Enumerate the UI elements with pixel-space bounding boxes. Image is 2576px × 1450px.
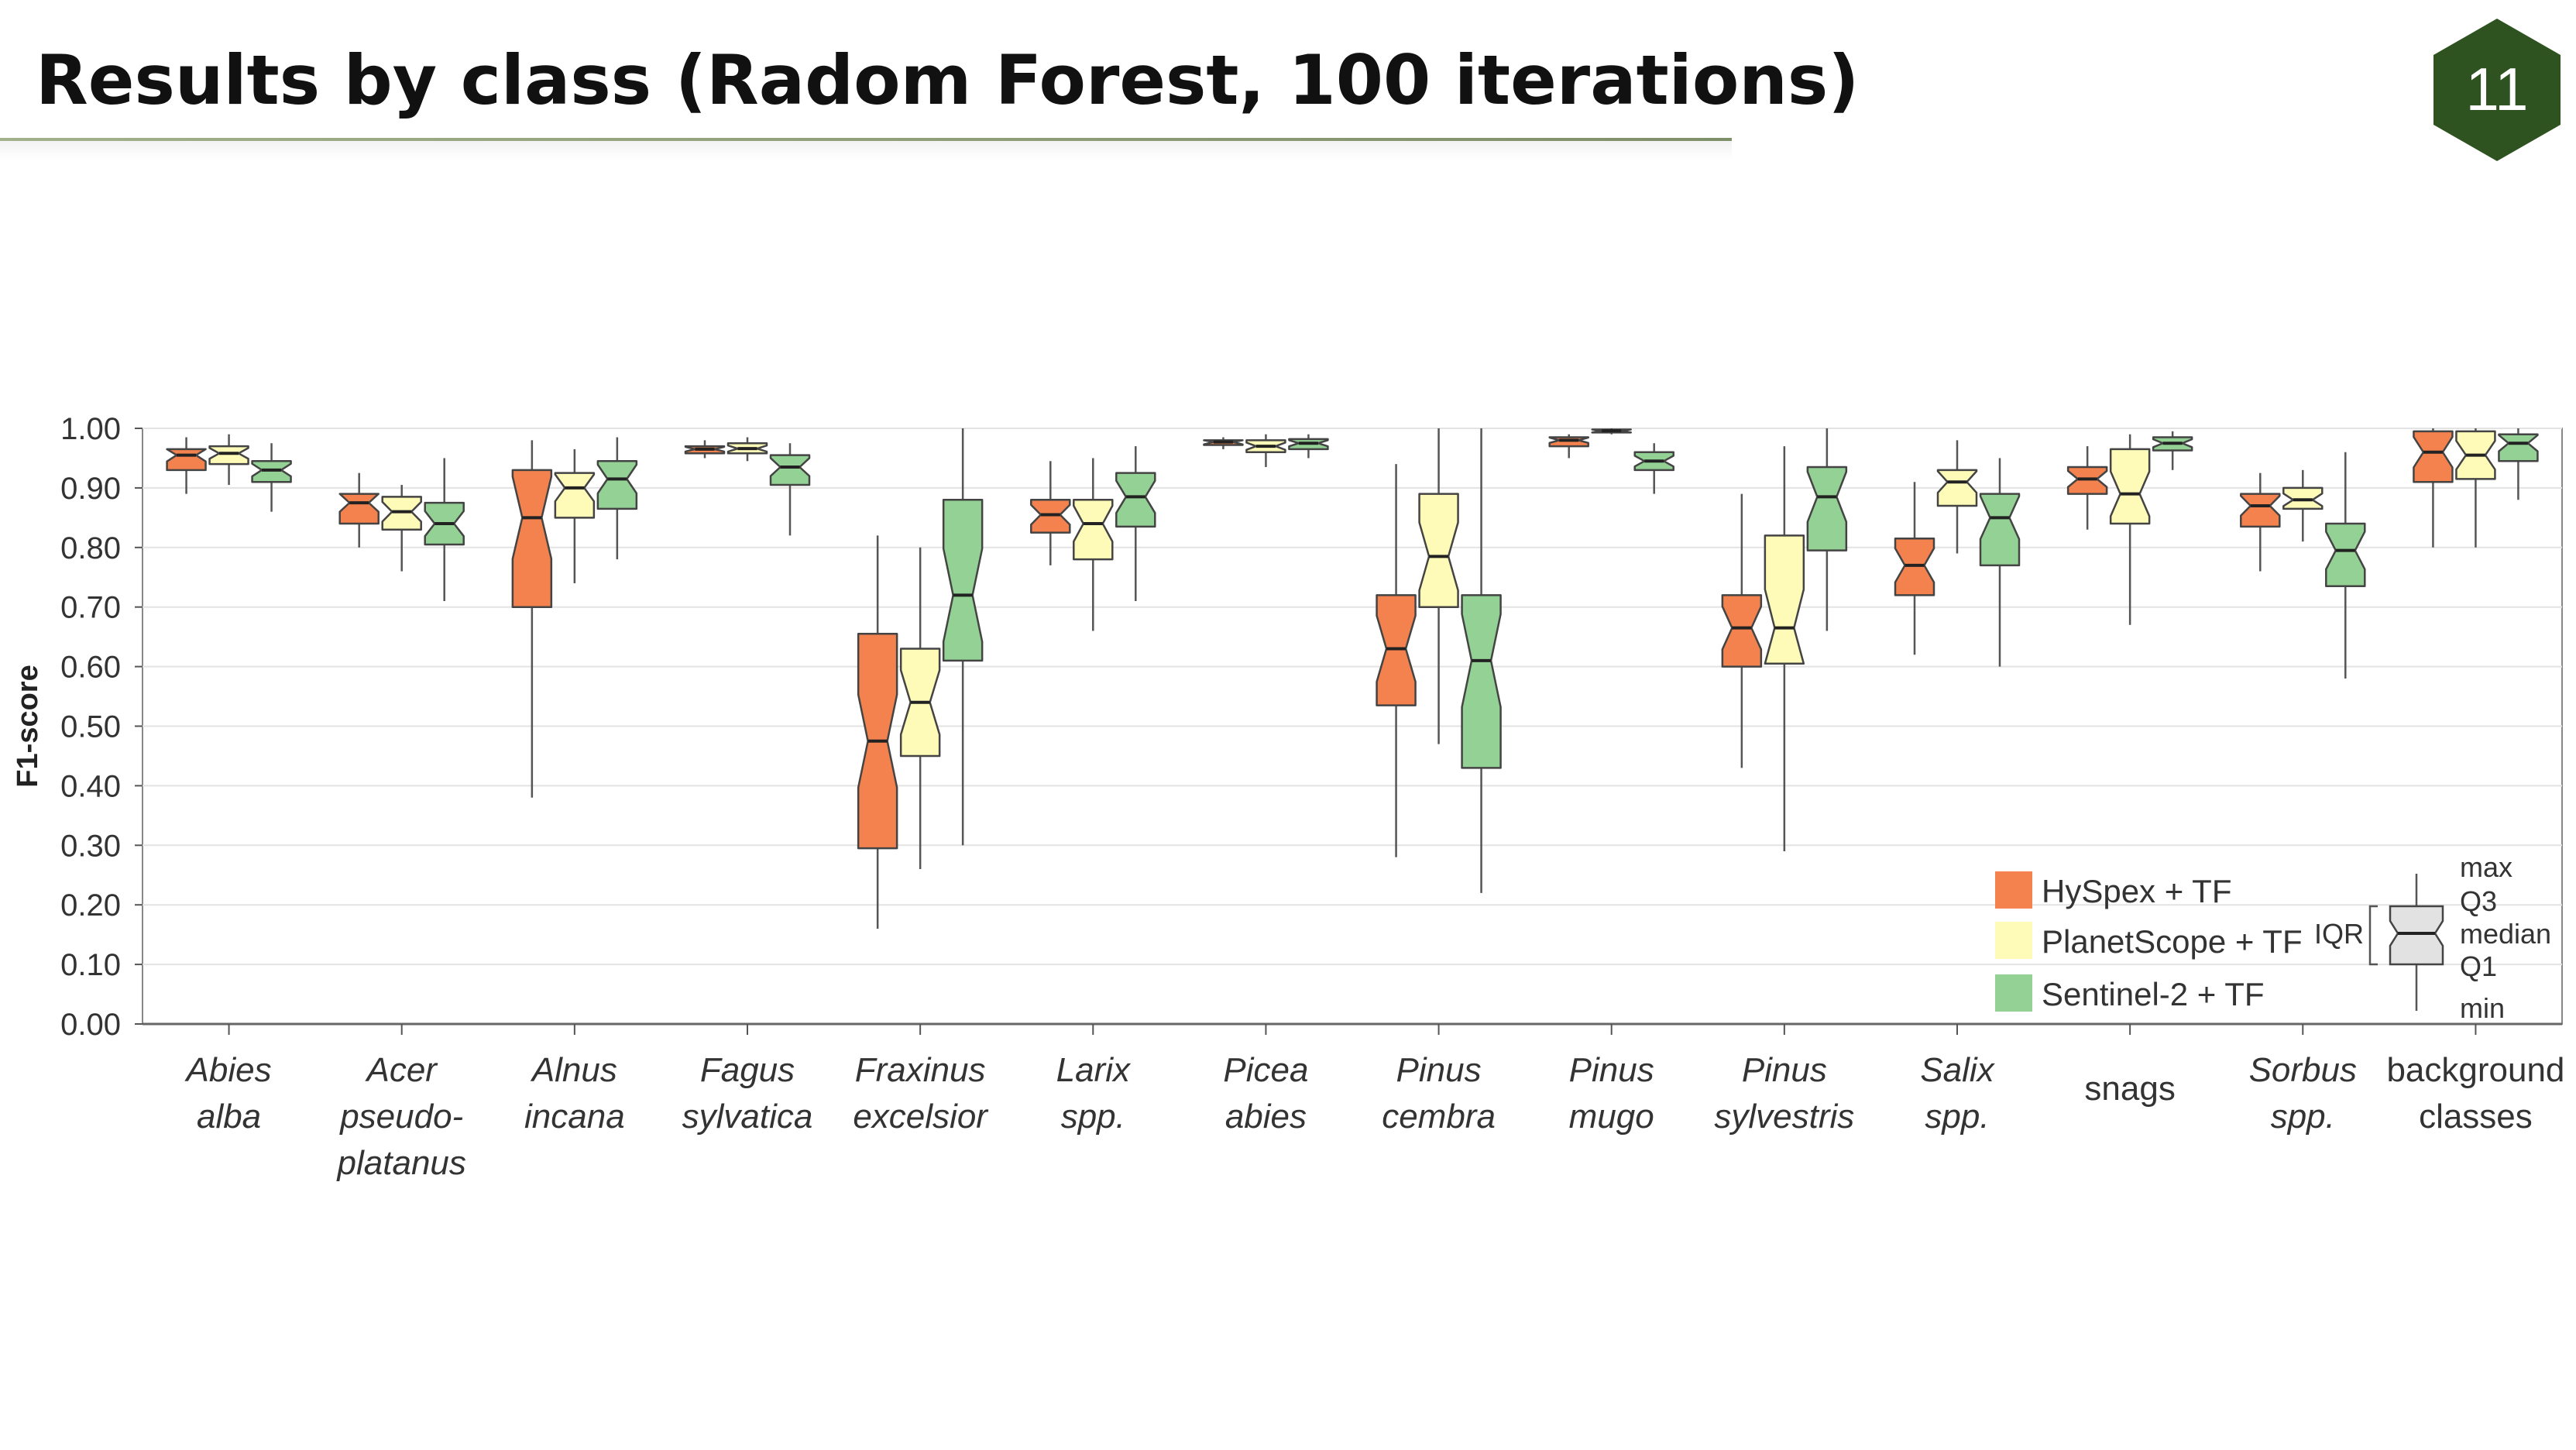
x-category-label: alba	[197, 1098, 261, 1136]
x-category-label: platanus	[336, 1144, 466, 1182]
x-category-label: Acer	[364, 1051, 438, 1089]
x-category-label: cembra	[1382, 1098, 1496, 1136]
key-label-q3: Q3	[2460, 885, 2497, 917]
x-category-label: snags	[2084, 1070, 2175, 1108]
x-category-label: mugo	[1569, 1098, 1654, 1136]
x-category-label: sylvatica	[682, 1098, 813, 1136]
box-1-box	[2109, 448, 2151, 525]
x-category-label: incana	[524, 1098, 625, 1136]
box-2-box	[1461, 594, 1502, 769]
box-1-box	[1936, 469, 1978, 507]
box-2-box	[2498, 433, 2539, 462]
y-tick-label: 0.60	[60, 651, 121, 685]
title-underline-shadow	[0, 141, 1732, 160]
x-category-label: Sorbus	[2249, 1051, 2357, 1089]
box-1-box	[208, 445, 249, 466]
box-2-box	[596, 460, 638, 510]
hexagon-shape	[2433, 19, 2561, 161]
key-label-max: max	[2460, 851, 2512, 883]
x-category-label: excelsior	[853, 1098, 989, 1136]
x-category-label: classes	[2419, 1098, 2533, 1136]
legend-label: PlanetScope + TF	[2042, 923, 2303, 960]
key-label-median: median	[2460, 918, 2551, 950]
key-label-min: min	[2460, 992, 2505, 1024]
box-2-box	[942, 499, 984, 662]
box-0-box	[166, 448, 207, 472]
x-category-label: Abies	[184, 1051, 272, 1089]
x-category-label: Fagus	[700, 1051, 795, 1089]
box-1-box	[1073, 499, 1114, 561]
legend-label: HySpex + TF	[2042, 873, 2231, 909]
box-2-box	[769, 454, 811, 486]
y-tick-label: 0.90	[60, 472, 121, 506]
y-tick-label: 0.70	[60, 591, 121, 625]
y-axis-label: F1-score	[12, 665, 44, 787]
x-category-label: spp.	[2271, 1098, 2335, 1136]
x-category-label: sylvestris	[1714, 1098, 1854, 1136]
x-category-label: Pinus	[1742, 1051, 1827, 1089]
x-category-label: Pinus	[1569, 1051, 1654, 1089]
box-2-box	[1806, 466, 1848, 551]
y-tick-label: 0.30	[60, 829, 121, 863]
x-category-label: spp.	[1061, 1098, 1125, 1136]
y-tick-label: 0.10	[60, 948, 121, 982]
legend-swatch	[1995, 974, 2032, 1012]
x-category-label: Alnus	[530, 1051, 617, 1089]
box-2-box	[1115, 472, 1156, 528]
legend-label: Sentinel-2 + TF	[2042, 976, 2265, 1012]
slide-title: Results by class (Radom Forest, 100 iter…	[36, 40, 1860, 120]
x-category-label: Picea	[1223, 1051, 1308, 1089]
key-label-iqr: IQR	[2314, 918, 2364, 950]
y-tick-label: 0.00	[60, 1008, 121, 1042]
y-tick-label: 0.80	[60, 531, 121, 565]
box-0-box	[2240, 493, 2281, 528]
x-category-label: pseudo-	[338, 1098, 463, 1136]
x-category-label: Larix	[1056, 1051, 1132, 1089]
x-category-label: abies	[1225, 1098, 1307, 1136]
x-category-label: spp.	[1925, 1098, 1989, 1136]
box-1-box	[554, 472, 596, 519]
title-underline	[0, 138, 1732, 141]
box-1-box	[1418, 493, 1459, 608]
x-category-label: Salix	[1920, 1051, 1995, 1089]
y-tick-label: 0.20	[60, 888, 121, 923]
key-iqr-bracket	[2368, 905, 2378, 966]
x-category-label: background	[2386, 1051, 2564, 1089]
y-tick-label: 0.40	[60, 769, 121, 803]
x-category-label: Pinus	[1396, 1051, 1482, 1089]
x-category-label: Fraxinus	[855, 1051, 986, 1089]
key-box	[2389, 905, 2444, 966]
legend-swatch	[1995, 871, 2032, 909]
box-0-box	[1721, 594, 1763, 668]
slide-number-badge: 11	[2433, 19, 2561, 161]
box-2-box	[2325, 522, 2366, 588]
box-0-box	[511, 469, 553, 608]
box-0-box	[338, 493, 380, 525]
box-2-box	[1979, 493, 2021, 567]
box-1-box	[1764, 534, 1805, 665]
key-label-q1: Q1	[2460, 950, 2497, 982]
box-0-box	[2413, 430, 2454, 483]
legend-swatch	[1995, 922, 2032, 959]
y-tick-label: 0.50	[60, 710, 121, 744]
y-tick-label: 1.00	[60, 412, 121, 446]
slide-number: 11	[2466, 55, 2529, 123]
